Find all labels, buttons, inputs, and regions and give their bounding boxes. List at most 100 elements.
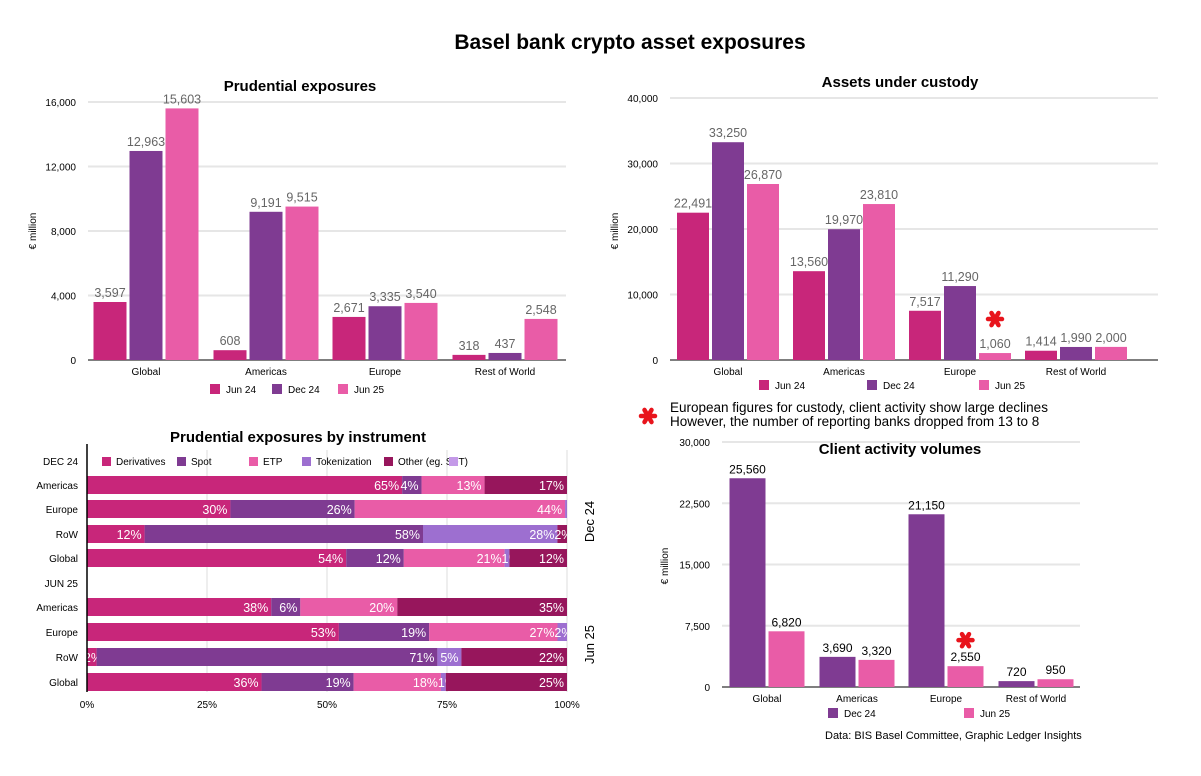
x-tick-label: Europe xyxy=(369,367,402,378)
asterisk-icon xyxy=(985,310,1005,328)
bar-segment xyxy=(421,476,485,494)
segment-label: 58% xyxy=(395,528,420,542)
legend-item: Other (eg. SFT) xyxy=(384,457,468,468)
y-tick-label: 20,000 xyxy=(627,225,658,236)
legend-swatch xyxy=(272,384,282,394)
data-label: 19,970 xyxy=(825,213,863,227)
stacked-bar: 53% 19% 27% 2% xyxy=(87,623,567,641)
row-label: Americas xyxy=(36,603,78,614)
legend-item: Jun 24 xyxy=(210,384,256,396)
bar xyxy=(524,318,558,360)
row-label: Americas xyxy=(36,481,78,492)
segment-label: 38% xyxy=(243,601,268,615)
stacked-bar: 65% 4% 13% 17% xyxy=(87,476,567,494)
legend-swatch xyxy=(828,708,838,718)
bar-segment xyxy=(87,648,97,666)
data-label: 33,250 xyxy=(709,126,747,140)
bar-segment xyxy=(96,648,438,666)
segment-label: 6% xyxy=(279,601,297,615)
chart-title: Assets under custody xyxy=(822,74,979,91)
data-label: 26,870 xyxy=(744,168,782,182)
segment-label: 2% xyxy=(554,528,572,542)
x-tick-label: Americas xyxy=(836,694,878,705)
bar-segment xyxy=(87,673,262,691)
x-tick-label: 50% xyxy=(317,700,337,711)
bar-segment xyxy=(354,500,566,518)
legend-swatch xyxy=(338,384,348,394)
bar-segment xyxy=(397,598,567,616)
y-tick-label: 22,500 xyxy=(679,499,710,510)
y-tick-label: 16,000 xyxy=(45,98,76,109)
bar-segment xyxy=(429,623,558,641)
segment-label: 13% xyxy=(457,479,482,493)
bar xyxy=(1025,350,1057,360)
bar xyxy=(909,310,941,360)
bar xyxy=(488,352,522,360)
bar-segment xyxy=(461,648,567,666)
x-tick-label: 100% xyxy=(554,700,580,711)
legend-item: Spot xyxy=(177,457,212,468)
data-label: 3,320 xyxy=(861,644,891,658)
chart-title: Prudential exposures by instrument xyxy=(170,429,426,446)
x-tick-label: Rest of World xyxy=(475,367,535,378)
data-label: 1,990 xyxy=(1060,331,1091,345)
data-label: 3,597 xyxy=(94,286,125,300)
stacked-bar: 38% 6% 20% 35% xyxy=(87,598,567,616)
y-tick-label: 8,000 xyxy=(51,227,76,238)
y-axis-label: € million xyxy=(28,213,39,250)
data-label: 1,414 xyxy=(1025,335,1056,349)
legend-swatch xyxy=(759,380,769,390)
stacked-bar: 36%19%18%1%25% xyxy=(87,673,567,691)
row-label: Global xyxy=(49,678,78,689)
legend-label: Jun 24 xyxy=(226,385,256,396)
legend-label: Other (eg. SFT) xyxy=(398,457,468,468)
data-label: 3,690 xyxy=(822,641,852,655)
legend-label: ETP xyxy=(263,457,283,468)
data-label: 2,671 xyxy=(333,301,364,315)
page-title: Basel bank crypto asset exposures xyxy=(454,31,806,54)
legend-item: Jun 25 xyxy=(338,384,384,396)
data-label: 720 xyxy=(1006,665,1026,679)
segment-label: 53% xyxy=(311,626,336,640)
segment-label: 25% xyxy=(539,676,564,690)
bar xyxy=(793,271,825,360)
data-label: 22,491 xyxy=(674,197,712,211)
segment-label: 17% xyxy=(539,479,564,493)
data-label: 25,560 xyxy=(729,462,766,476)
x-tick-label: Global xyxy=(753,694,782,705)
legend-label: Jun 25 xyxy=(995,381,1025,392)
bar xyxy=(863,204,895,360)
row-label: Global xyxy=(49,554,78,565)
segment-label: 21% xyxy=(477,552,502,566)
legend-item: Dec 24 xyxy=(272,384,320,396)
bar xyxy=(819,656,856,687)
bar xyxy=(1037,679,1074,687)
legend-label: Jun 25 xyxy=(354,385,384,396)
segment-label: 19% xyxy=(326,676,351,690)
legend-label: Jun 24 xyxy=(775,381,805,392)
bar-segment xyxy=(509,549,567,567)
data-label: 318 xyxy=(459,339,480,353)
data-label: 7,517 xyxy=(909,295,940,309)
group-side-label: Jun 25 xyxy=(582,625,597,664)
stacked-bar: 12% 58% 28% 2% xyxy=(87,525,572,543)
bar xyxy=(404,302,438,360)
x-tick-label: 25% xyxy=(197,700,217,711)
legend-item: Jun 24 xyxy=(759,380,805,392)
data-label: 23,810 xyxy=(860,188,898,202)
bar-segment xyxy=(87,598,272,616)
bar xyxy=(947,666,984,687)
bar-segment xyxy=(144,525,423,543)
bar-segment xyxy=(261,673,354,691)
y-axis-label: € million xyxy=(660,548,671,585)
bar-segment xyxy=(87,500,231,518)
asterisk-icon xyxy=(956,631,975,649)
x-tick-label: Europe xyxy=(944,367,977,378)
bar-segment xyxy=(346,549,404,567)
x-tick-label: Global xyxy=(132,367,161,378)
group-side-label: Dec 24 xyxy=(582,501,597,542)
data-label: 437 xyxy=(495,337,516,351)
segment-label: 12% xyxy=(376,552,401,566)
y-tick-label: 0 xyxy=(704,683,710,694)
